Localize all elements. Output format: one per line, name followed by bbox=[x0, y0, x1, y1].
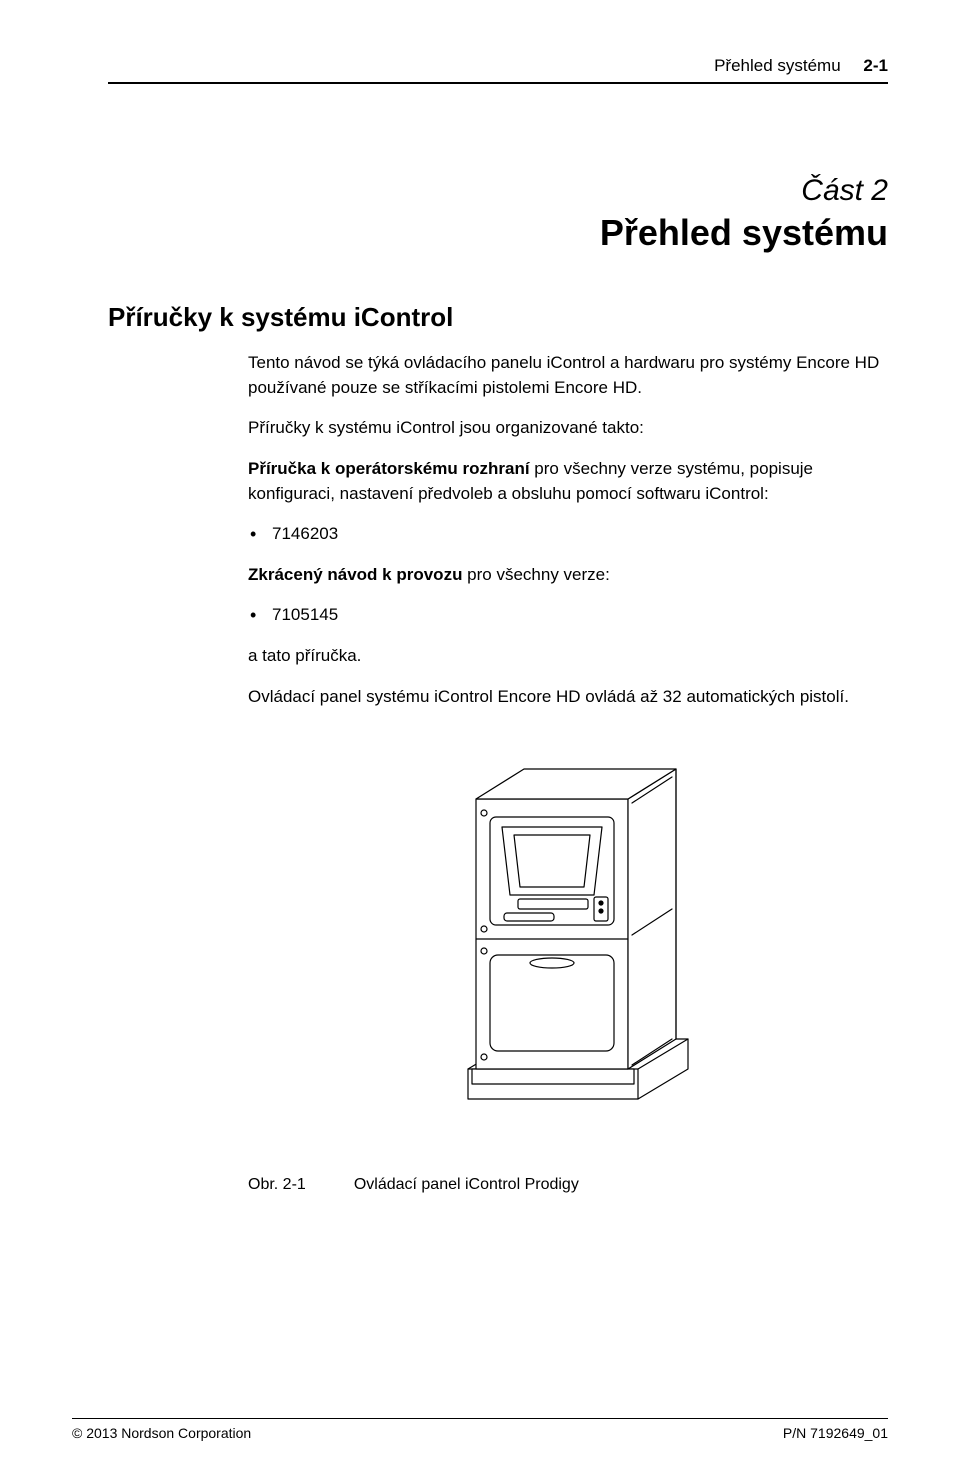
page-number: 2-1 bbox=[863, 56, 888, 75]
bullet-list: 7146203 bbox=[248, 522, 888, 547]
figure-caption: Obr. 2-1 Ovládací panel iControl Prodigy bbox=[248, 1173, 888, 1196]
bold-lead: Příručka k operátorskému rozhraní bbox=[248, 459, 530, 478]
list-item: 7146203 bbox=[248, 522, 888, 547]
footer-part-number: P/N 7192649_01 bbox=[783, 1425, 888, 1441]
running-header: Přehled systému 2-1 bbox=[108, 56, 888, 76]
body-paragraph: Tento návod se týká ovládacího panelu iC… bbox=[248, 351, 888, 400]
footer-rule bbox=[72, 1418, 888, 1419]
bold-lead: Zkrácený návod k provozu bbox=[248, 565, 462, 584]
body-paragraph: Ovládací panel systému iControl Encore H… bbox=[248, 685, 888, 710]
body-paragraph: Zkrácený návod k provozu pro všechny ver… bbox=[248, 563, 888, 588]
chapter-title: Přehled systému bbox=[108, 212, 888, 254]
footer-copyright: © 2013 Nordson Corporation bbox=[72, 1425, 251, 1441]
chapter-heading-block: Část 2 Přehled systému bbox=[108, 174, 888, 254]
bullet-list: 7105145 bbox=[248, 603, 888, 628]
body-paragraph: Příručka k operátorskému rozhraní pro vš… bbox=[248, 457, 888, 506]
body-paragraph: a tato příručka. bbox=[248, 644, 888, 669]
section-heading: Příručky k systému iControl bbox=[108, 302, 888, 333]
control-panel-illustration bbox=[418, 739, 718, 1139]
figure-caption-text: Ovládací panel iControl Prodigy bbox=[354, 1173, 579, 1196]
list-item: 7105145 bbox=[248, 603, 888, 628]
header-rule bbox=[108, 82, 888, 84]
running-title: Přehled systému bbox=[714, 56, 841, 75]
page-footer: © 2013 Nordson Corporation P/N 7192649_0… bbox=[72, 1418, 888, 1441]
body-column: Tento návod se týká ovládacího panelu iC… bbox=[248, 351, 888, 1196]
chapter-part-label: Část 2 bbox=[108, 174, 888, 208]
body-paragraph: Příručky k systému iControl jsou organiz… bbox=[248, 416, 888, 441]
body-text: pro všechny verze: bbox=[462, 565, 609, 584]
figure-label: Obr. 2-1 bbox=[248, 1173, 306, 1196]
figure bbox=[248, 739, 888, 1147]
